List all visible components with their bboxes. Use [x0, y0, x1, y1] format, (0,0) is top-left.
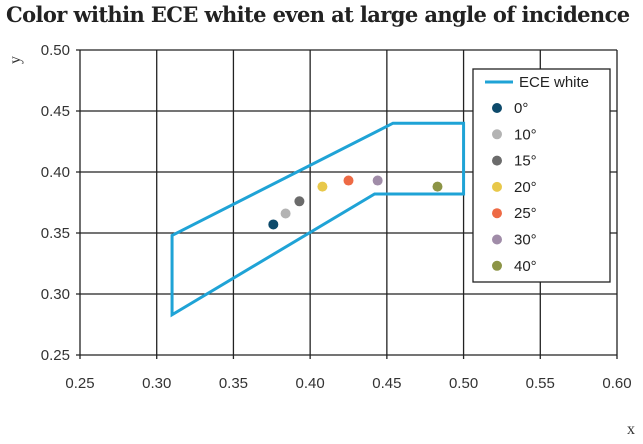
- legend-label: 30°: [514, 232, 537, 249]
- legend-marker: [492, 234, 502, 245]
- y-tick-label: 0.35: [41, 225, 70, 242]
- legend-marker: [492, 129, 502, 140]
- legend-marker: [492, 181, 502, 192]
- y-axis-label: y: [7, 56, 24, 64]
- legend-label: 25°: [514, 205, 537, 222]
- legend-label: 10°: [514, 126, 537, 143]
- legend-marker: [492, 155, 502, 166]
- legend-label: ECE white: [519, 74, 589, 91]
- x-tick-label: 0.35: [219, 375, 248, 392]
- legend-label: 20°: [514, 179, 537, 196]
- legend-marker: [492, 103, 502, 113]
- legend-marker: [492, 208, 502, 219]
- y-tick-label: 0.30: [41, 286, 70, 303]
- data-point-25deg: [343, 175, 354, 186]
- legend-label: 0°: [514, 100, 528, 117]
- y-tick-label: 0.50: [41, 42, 70, 59]
- data-point-20deg: [317, 181, 328, 192]
- data-point-15deg: [294, 196, 305, 207]
- y-tick-label: 0.25: [41, 347, 70, 364]
- x-axis-label: x: [627, 421, 635, 438]
- y-tick-label: 0.40: [41, 164, 70, 181]
- x-tick-label: 0.45: [372, 375, 401, 392]
- data-point-30deg: [372, 175, 383, 186]
- data-point-10deg: [280, 208, 291, 219]
- legend-label: 40°: [514, 258, 537, 275]
- ece-white-region: [170, 121, 466, 318]
- legend-marker: [492, 260, 502, 271]
- data-point-40deg: [432, 181, 443, 192]
- x-tick-label: 0.50: [449, 375, 478, 392]
- x-tick-label: 0.25: [65, 375, 94, 392]
- legend-label: 15°: [514, 153, 537, 170]
- x-tick-label: 0.60: [602, 375, 631, 392]
- x-tick-label: 0.30: [142, 375, 171, 392]
- x-tick-label: 0.40: [296, 375, 325, 392]
- x-tick-label: 0.55: [526, 375, 555, 392]
- legend-box: [472, 68, 611, 283]
- chart-title: Color within ECE white even at large ang…: [6, 2, 630, 27]
- y-tick-label: 0.45: [41, 103, 70, 120]
- data-point-0deg: [268, 219, 279, 230]
